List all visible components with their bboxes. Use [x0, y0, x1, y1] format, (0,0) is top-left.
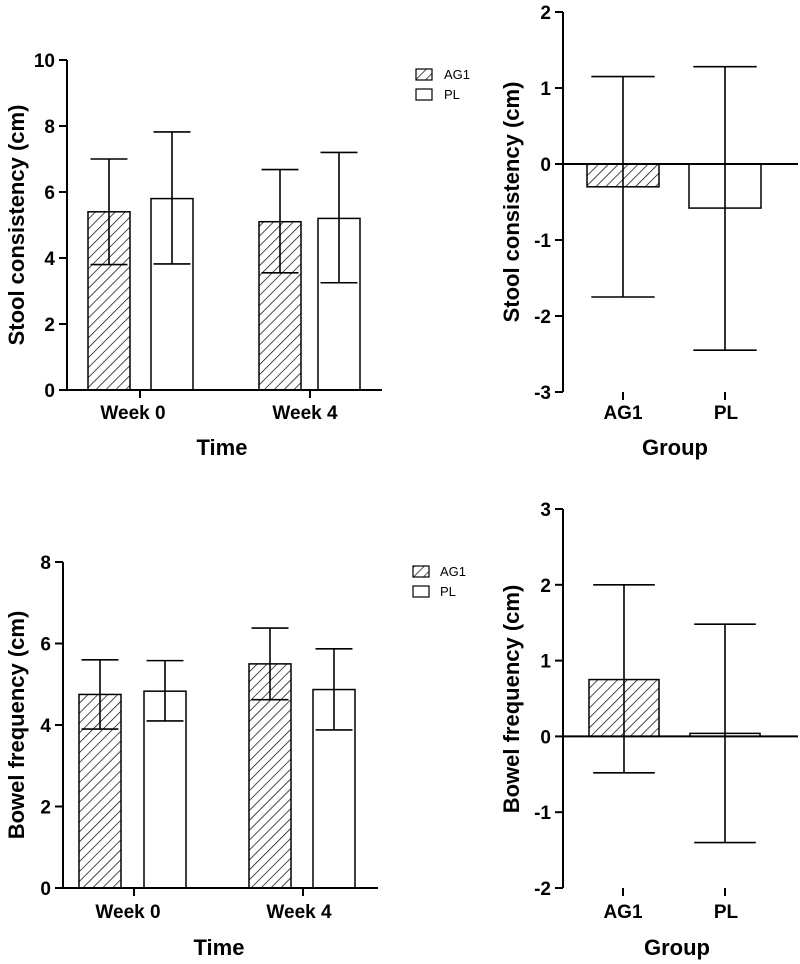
stool-week-x-tick-week0: Week 0	[100, 403, 165, 424]
stool-week-x-tick-week4: Week 4	[272, 403, 338, 424]
stool-consistency-week-chart-y-tick-label: 0	[44, 381, 55, 402]
stool-consistency-change-chart-y-tick-label: -2	[534, 307, 551, 328]
bowel-change-x-tick-pl: PL	[714, 902, 739, 923]
bowel-week-x-axis-label: Time	[194, 935, 245, 960]
stool-consistency-change-chart-y-tick-label: 1	[540, 79, 551, 100]
stool-change-x-tick-pl: PL	[714, 403, 739, 424]
bowel-frequency-change-chart: Bowel frequency (cm) Group AG1 PL -2 -1 0 1…	[499, 500, 798, 960]
bowel-frequency-change-chart-y-tick-label: 3	[540, 500, 551, 521]
legend-pl-swatch	[412, 585, 430, 598]
stool-consistency-change-chart: Stool consistency (cm) Group AG1 PL -3 -2…	[499, 3, 798, 460]
bowel-frequency-change-chart-y-tick-label: -2	[534, 879, 551, 900]
bowel-frequency-change-chart-y-tick-label: 1	[540, 652, 551, 673]
stool-week-x-axis-label: Time	[197, 435, 248, 460]
bowel-frequency-week-chart-y-tick-label: 6	[40, 635, 51, 656]
bowel-frequency-change-chart-y-tick-label: 0	[540, 727, 551, 748]
bowel-week-y-axis-label: Bowel frequency (cm)	[4, 611, 29, 840]
stool-change-x-tick-ag1: AG1	[603, 403, 643, 424]
stool-consistency-change-chart-y-tick-label: 2	[540, 3, 551, 24]
stool-consistency-week-chart: Stool consistency (cm) Time Week 0 Week …	[4, 51, 470, 460]
bowel-change-x-axis-label: Group	[644, 935, 710, 960]
stool-consistency-change-chart-y-tick-label: -3	[534, 383, 551, 404]
legend-pl-swatch	[415, 88, 433, 101]
bowel-week-legend: AG1 PL	[412, 564, 466, 599]
stool-consistency-week-chart-y-tick-label: 6	[44, 183, 55, 204]
stool-consistency-week-chart-y-tick-label: 8	[44, 117, 55, 138]
bowel-frequency-week-chart-y-tick-label: 4	[40, 716, 51, 737]
bowel-week-x-tick-week4: Week 4	[266, 902, 332, 923]
stool-week-legend: AG1 PL	[415, 67, 470, 102]
legend-pl-label: PL	[444, 87, 460, 102]
bowel-change-y-axis-label: Bowel frequency (cm)	[499, 585, 524, 814]
stool-consistency-change-chart-y-tick-label: 0	[540, 155, 551, 176]
bowel-change-x-tick-ag1: AG1	[603, 902, 643, 923]
bar-pl-week0	[143, 690, 187, 889]
bowel-frequency-week-chart-y-tick-label: 2	[40, 798, 51, 819]
bowel-frequency-week-chart-y-tick-label: 0	[40, 879, 51, 900]
bowel-frequency-change-chart-y-tick-label: 2	[540, 576, 551, 597]
legend-ag1-swatch	[412, 565, 430, 578]
bowel-frequency-change-chart-y-tick-label: -1	[534, 803, 551, 824]
stool-consistency-change-chart-y-tick-label: -1	[534, 231, 551, 252]
stool-change-y-axis-label: Stool consistency (cm)	[499, 82, 524, 323]
legend-ag1-swatch	[415, 68, 433, 81]
bowel-week-x-tick-week0: Week 0	[95, 902, 160, 923]
bar-ag1-week4	[248, 663, 292, 889]
bowel-frequency-week-chart-y-tick-label: 8	[40, 553, 51, 574]
legend-pl-label: PL	[440, 584, 456, 599]
bowel-frequency-week-chart: Bowel frequency (cm) Time Week 0 Week 4 …	[4, 553, 466, 960]
stool-change-x-axis-label: Group	[642, 435, 708, 460]
stool-consistency-week-chart-y-tick-label: 4	[44, 249, 55, 270]
legend-ag1-label: AG1	[444, 67, 470, 82]
stool-consistency-week-chart-y-tick-label: 2	[44, 315, 55, 336]
stool-consistency-week-chart-y-tick-label: 10	[34, 51, 55, 72]
legend-ag1-label: AG1	[440, 564, 466, 579]
stool-week-y-axis-label: Stool consistency (cm)	[4, 105, 29, 346]
